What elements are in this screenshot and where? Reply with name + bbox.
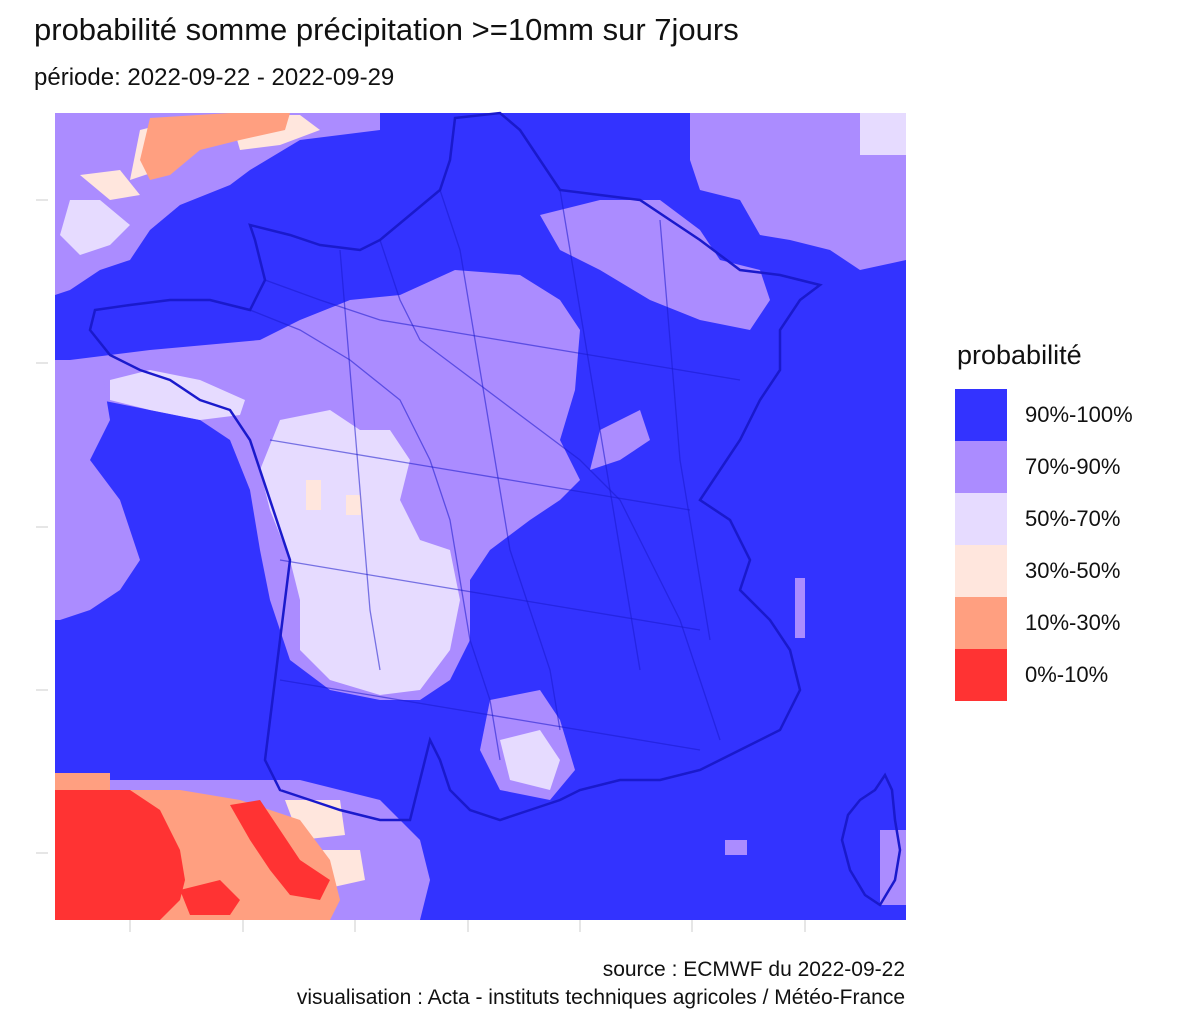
map-title: probabilité somme précipitation >=10mm s… bbox=[34, 12, 739, 47]
legend-title: probabilité bbox=[957, 340, 1082, 370]
legend-swatch bbox=[955, 545, 1007, 597]
france-outline bbox=[88, 111, 823, 822]
corsica-outline bbox=[840, 772, 902, 907]
legend-label: 0%-10% bbox=[1025, 662, 1109, 687]
legend-item: 90%-100% bbox=[955, 389, 1133, 441]
caption-source: source : ECMWF du 2022-09-22 bbox=[602, 958, 905, 981]
legend-swatch bbox=[955, 597, 1007, 649]
legend-item: 50%-70% bbox=[955, 493, 1133, 545]
legend-item: 70%-90% bbox=[955, 441, 1133, 493]
legend-label: 30%-50% bbox=[1025, 558, 1121, 583]
department-borders bbox=[249, 189, 741, 761]
legend-label: 10%-30% bbox=[1025, 610, 1121, 635]
legend-item: 0%-10% bbox=[955, 649, 1133, 701]
legend-swatch bbox=[955, 441, 1007, 493]
legend-item: 10%-30% bbox=[955, 597, 1133, 649]
prob-band-0-10 bbox=[55, 790, 330, 920]
legend-swatch bbox=[955, 389, 1007, 441]
axis-ticks bbox=[36, 199, 806, 932]
caption-visualisation: visualisation : Acta - instituts techniq… bbox=[296, 986, 905, 1009]
legend-swatch bbox=[955, 649, 1007, 701]
legend-label: 90%-100% bbox=[1025, 402, 1133, 427]
legend-item: 30%-50% bbox=[955, 545, 1133, 597]
legend-swatch bbox=[955, 493, 1007, 545]
legend: probabilité 90%-100% 70%-90% 50%-70% 30%… bbox=[955, 340, 1133, 701]
map-subtitle: période: 2022-09-22 - 2022-09-29 bbox=[34, 64, 395, 91]
legend-label: 70%-90% bbox=[1025, 454, 1121, 479]
legend-label: 50%-70% bbox=[1025, 506, 1121, 531]
